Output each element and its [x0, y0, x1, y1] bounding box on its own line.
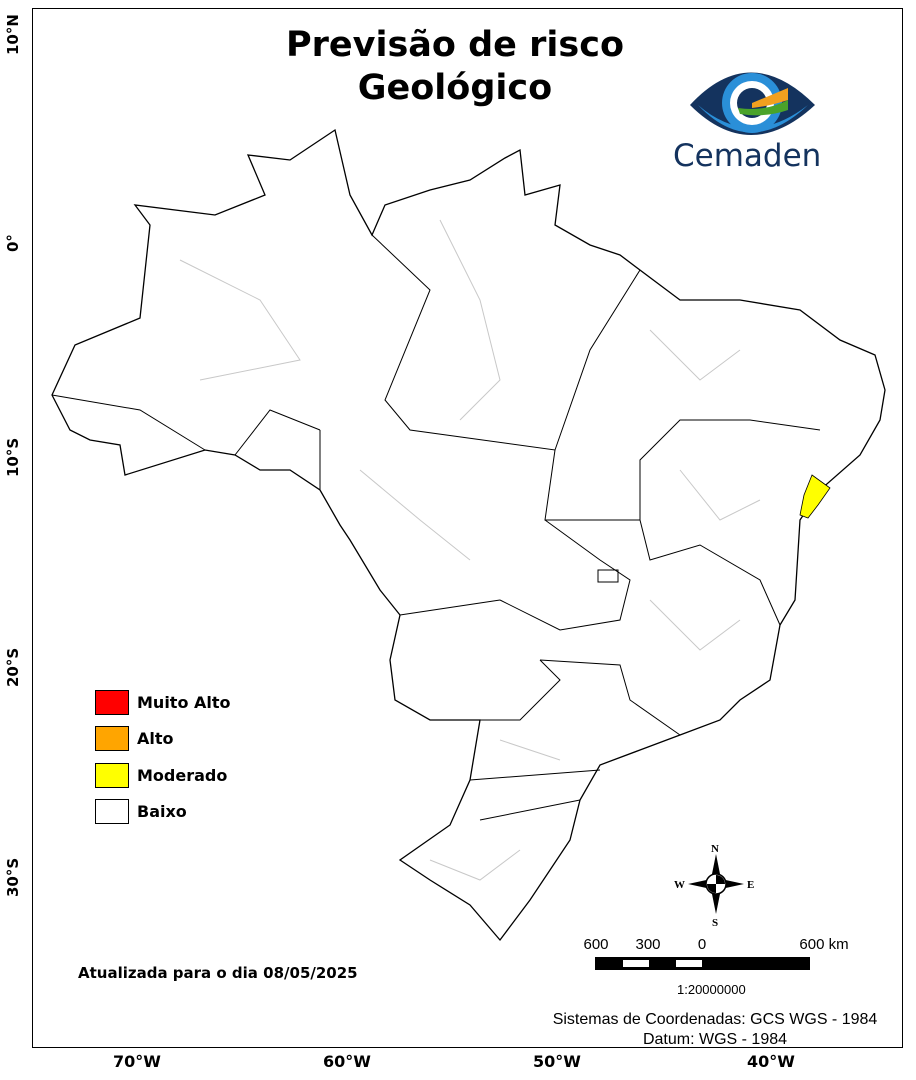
- lon-label: 40°W: [747, 1052, 795, 1071]
- compass-e: E: [747, 879, 754, 891]
- compass-s: S: [712, 917, 718, 929]
- lat-label: 10°S: [4, 437, 22, 477]
- scale-label: 300: [635, 936, 661, 953]
- lon-label: 50°W: [533, 1052, 581, 1071]
- title-line-2: Geológico: [357, 68, 553, 108]
- legend-label: Moderado: [137, 765, 228, 785]
- legend-swatch: [95, 799, 129, 825]
- crs-line: Sistemas de Coordenadas: GCS WGS - 1984: [552, 1011, 878, 1028]
- state-borders: [51, 234, 821, 821]
- scale-label: 600: [583, 936, 609, 953]
- legend-item-baixo: Baixo: [95, 794, 231, 831]
- compass-n: N: [711, 843, 719, 855]
- legend-item-alto: Alto: [95, 721, 231, 758]
- lat-label: 20°S: [4, 647, 22, 687]
- coordinate-system: Sistemas de Coordenadas: GCS WGS - 1984 …: [530, 1010, 900, 1050]
- legend-label: Muito Alto: [137, 692, 231, 712]
- map-title: Previsão de risco Geológico: [250, 24, 660, 110]
- legend-swatch: [95, 689, 129, 715]
- datum-line: Datum: WGS - 1984: [642, 1031, 788, 1048]
- legend-label: Baixo: [137, 802, 187, 822]
- logo-text: Cemaden: [673, 138, 822, 174]
- legend-swatch: [95, 726, 129, 752]
- scale-ratio: 1:20000000: [677, 982, 746, 997]
- scale-label: 0: [697, 936, 707, 953]
- lat-label: 10°N: [4, 14, 22, 55]
- lon-label: 60°W: [323, 1052, 371, 1071]
- legend-swatch: [95, 762, 129, 788]
- moderado-risk-area: [799, 474, 831, 519]
- lat-label: 0°: [4, 234, 22, 252]
- title-line-1: Previsão de risco: [285, 25, 624, 65]
- lon-label: 70°W: [113, 1052, 161, 1071]
- legend-item-moderado: Moderado: [95, 757, 231, 794]
- lat-label: 30°S: [4, 857, 22, 897]
- municipal-borders: [179, 219, 761, 881]
- scale-bar: [595, 957, 810, 970]
- scale-label: 600 km: [799, 936, 849, 953]
- cemaden-logo: [690, 72, 815, 135]
- brazil-outline: [51, 128, 886, 942]
- map-frame: [32, 8, 903, 1048]
- compass-w: W: [674, 879, 685, 891]
- legend-item-muito-alto: Muito Alto: [95, 684, 231, 721]
- compass-rose-icon: [688, 854, 744, 914]
- legend-label: Alto: [137, 729, 174, 749]
- legend: Muito Alto Alto Moderado Baixo: [95, 684, 231, 830]
- updated-date: Atualizada para o dia 08/05/2025: [78, 964, 358, 982]
